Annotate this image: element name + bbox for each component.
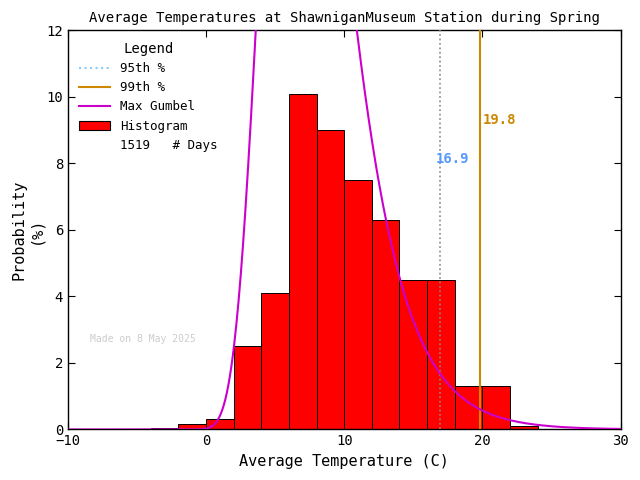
- Bar: [206, 420, 234, 430]
- Bar: [151, 428, 179, 430]
- Bar: [455, 386, 483, 430]
- Text: Made on 8 May 2025: Made on 8 May 2025: [90, 334, 196, 344]
- Bar: [372, 220, 399, 430]
- Bar: [179, 424, 206, 430]
- Bar: [289, 94, 317, 430]
- Y-axis label: Probability
(%): Probability (%): [11, 180, 44, 280]
- Text: 19.8: 19.8: [483, 112, 516, 127]
- Bar: [344, 180, 372, 430]
- Bar: [234, 347, 261, 430]
- Bar: [427, 280, 455, 430]
- Bar: [399, 280, 427, 430]
- Title: Average Temperatures at ShawniganMuseum Station during Spring: Average Temperatures at ShawniganMuseum …: [89, 11, 600, 25]
- Bar: [317, 130, 344, 430]
- Bar: [510, 426, 538, 430]
- Bar: [483, 386, 510, 430]
- X-axis label: Average Temperature (C): Average Temperature (C): [239, 454, 449, 469]
- Legend: 95th %, 99th %, Max Gumbel, Histogram, 1519   # Days: 95th %, 99th %, Max Gumbel, Histogram, 1…: [74, 36, 223, 157]
- Text: 16.9: 16.9: [435, 153, 469, 167]
- Bar: [261, 293, 289, 430]
